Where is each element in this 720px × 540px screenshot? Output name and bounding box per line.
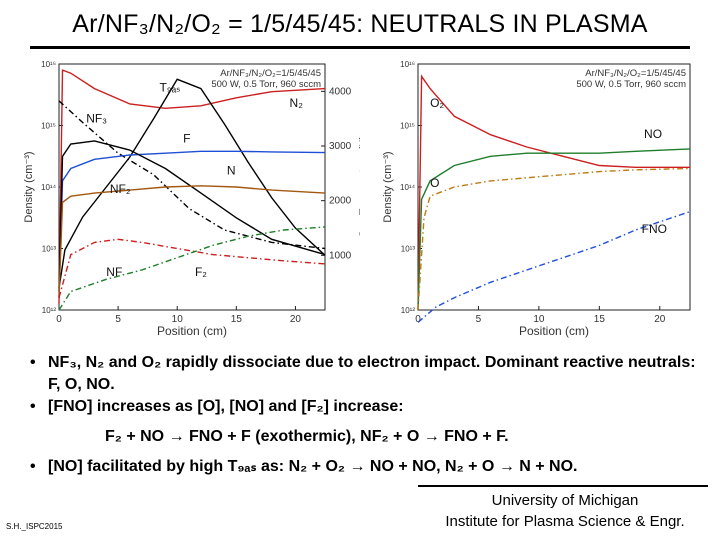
bullet-dot-icon: • xyxy=(30,354,36,371)
y-tick-label: 10¹⁴ xyxy=(41,183,57,192)
footer-line: University of Michigan xyxy=(491,492,639,509)
x-tick-label: 15 xyxy=(231,314,243,325)
bullet-text: [NO] facilitated by high T₉ₐₛ as: N₂ + O… xyxy=(48,458,578,475)
bullet-item: • [FNO] increases as [O], [NO] and [F₂] … xyxy=(28,396,708,418)
series-label: T₉ₐₛ xyxy=(159,80,180,94)
y2-tick-label: 3000 xyxy=(329,141,352,152)
series-label: O₂ xyxy=(430,96,444,110)
series-line xyxy=(58,226,326,311)
x-tick-label: 5 xyxy=(476,314,482,325)
plot-frame xyxy=(417,63,691,311)
y-axis-label: Density (cm⁻³) xyxy=(23,151,35,222)
x-axis-label: Position (cm) xyxy=(519,324,589,338)
series-line xyxy=(417,148,691,311)
y-tick-label: 10¹⁵ xyxy=(41,122,56,131)
series-label: F xyxy=(183,132,190,146)
footer-divider xyxy=(418,485,708,487)
y2-axis-label: Gas Temperature (K) xyxy=(358,136,360,239)
x-tick-label: 10 xyxy=(533,314,545,325)
bullet-dot-icon: • xyxy=(30,458,36,475)
y-tick-label: 10¹⁶ xyxy=(41,60,56,69)
series-line xyxy=(417,167,691,311)
bullet-item: • [NO] facilitated by high T₉ₐₛ as: N₂ +… xyxy=(28,456,708,478)
bullet-list: • NF₃, N₂ and O₂ rapidly dissociate due … xyxy=(28,352,708,478)
x-tick-label: 20 xyxy=(654,314,666,325)
series-label: FNO xyxy=(642,222,667,236)
inset-annotation: Ar/NF₃/N₂/O₂=1/5/45/45 xyxy=(585,68,686,79)
series-label: NO xyxy=(644,127,662,141)
x-tick-label: 5 xyxy=(115,314,121,325)
y2-tick-label: 4000 xyxy=(329,86,352,97)
title-divider xyxy=(30,46,690,49)
bullet-text: NF₃, N₂ and O₂ rapidly dissociate due to… xyxy=(48,354,696,393)
inset-annotation: 500 W, 0.5 Torr, 960 sccm xyxy=(576,79,686,90)
series-line xyxy=(58,185,326,298)
series-line xyxy=(58,150,326,298)
footer-line: Institute for Plasma Science & Engr. xyxy=(445,513,685,530)
series-line xyxy=(58,140,326,292)
x-tick-label: 20 xyxy=(290,314,302,325)
bullet-item: • NF₃, N₂ and O₂ rapidly dissociate due … xyxy=(28,352,708,396)
slide-credit: S.H._ISPC2015 xyxy=(6,522,63,531)
series-line xyxy=(417,74,690,311)
reaction-equations: F₂ + NO → FNO + F (exothermic), NF₂ + O … xyxy=(105,428,509,445)
x-tick-label: 0 xyxy=(415,314,421,325)
series-line xyxy=(58,78,326,289)
y2-tick-label: 1000 xyxy=(329,250,352,261)
y-tick-label: 10¹² xyxy=(42,306,57,315)
slide-title: Ar/NF₃/N₂/O₂ = 1/5/45/45: NEUTRALS IN PL… xyxy=(72,10,648,38)
x-axis-label: Position (cm) xyxy=(157,324,227,338)
x-tick-label: 0 xyxy=(56,314,62,325)
y-tick-label: 10¹⁶ xyxy=(400,60,415,69)
y-axis-label: Density (cm⁻³) xyxy=(382,151,394,222)
series-label: N₂ xyxy=(290,96,304,110)
series-label: O xyxy=(430,176,439,190)
x-tick-label: 15 xyxy=(594,314,606,325)
x-tick-label: 10 xyxy=(172,314,184,325)
footer-affiliation: University of Michigan Institute for Pla… xyxy=(410,490,720,532)
y-tick-label: 10¹³ xyxy=(42,245,57,254)
y-tick-label: 10¹⁵ xyxy=(400,122,415,131)
y2-tick-label: 2000 xyxy=(329,196,352,207)
series-line xyxy=(58,238,326,298)
series-line xyxy=(58,69,326,304)
neutrals-chart-right: 0 5 10 15 20 10¹² 10¹³ 10¹⁴ 10¹⁵ 10¹⁶ Position (cm… xyxy=(382,60,691,338)
series-line xyxy=(417,210,691,323)
bullet-dot-icon: • xyxy=(30,398,36,415)
series-label: N xyxy=(227,164,236,178)
y-tick-label: 10¹² xyxy=(401,306,416,315)
series-label: NF₂ xyxy=(110,182,131,196)
series-line xyxy=(58,100,326,250)
bullet-text: [FNO] increases as [O], [NO] and [F₂] in… xyxy=(48,398,404,415)
inset-annotation: Ar/NF₃/N₂/O₂=1/5/45/45 xyxy=(220,68,321,79)
series-label: F₂ xyxy=(195,265,207,279)
inset-annotation: 500 W, 0.5 Torr, 960 sccm xyxy=(211,79,321,90)
neutrals-chart-left: 0 5 10 15 20 10¹² 10¹³ 10¹⁴ 10¹⁵ 10¹⁶ 1000 2000 3000… xyxy=(23,60,360,338)
y-tick-label: 10¹³ xyxy=(401,245,416,254)
series-label: NF₃ xyxy=(86,111,107,125)
y-tick-label: 10¹⁴ xyxy=(400,183,416,192)
